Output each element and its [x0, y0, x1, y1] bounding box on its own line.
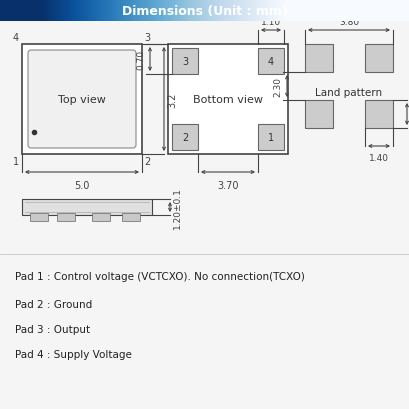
- Text: 1.20±0.1: 1.20±0.1: [173, 187, 182, 228]
- Text: 3.80: 3.80: [338, 18, 358, 27]
- Text: Land pattern: Land pattern: [315, 88, 382, 98]
- Bar: [122, 213, 139, 221]
- Text: Top view: Top view: [58, 95, 106, 105]
- Bar: [172, 49, 198, 75]
- Text: 4: 4: [13, 33, 19, 43]
- Bar: [172, 125, 198, 151]
- Bar: [30, 213, 48, 221]
- Text: Bottom view: Bottom view: [193, 95, 262, 105]
- Text: 0.70: 0.70: [136, 50, 145, 70]
- Text: 1.40: 1.40: [368, 154, 388, 163]
- Text: 4: 4: [267, 57, 273, 67]
- Text: Pad 4 : Supply Voltage: Pad 4 : Supply Voltage: [15, 349, 132, 359]
- Text: 3: 3: [144, 33, 150, 43]
- Bar: [304, 101, 332, 129]
- Text: 3.70: 3.70: [217, 180, 238, 191]
- Bar: [364, 101, 392, 129]
- Text: 1: 1: [267, 133, 273, 143]
- Bar: [168, 45, 287, 155]
- Bar: [364, 45, 392, 73]
- Bar: [257, 49, 283, 75]
- Bar: [57, 213, 75, 221]
- Text: 3.2: 3.2: [166, 92, 177, 108]
- Text: 3: 3: [182, 57, 188, 67]
- Text: Pad 2 : Ground: Pad 2 : Ground: [15, 299, 92, 309]
- Text: Dimensions (Unit : mm): Dimensions (Unit : mm): [122, 4, 287, 18]
- FancyBboxPatch shape: [28, 51, 136, 148]
- Text: 2.30: 2.30: [272, 77, 281, 97]
- Bar: [92, 213, 110, 221]
- Text: 2: 2: [144, 157, 150, 166]
- Text: Pad 3 : Output: Pad 3 : Output: [15, 324, 90, 334]
- Bar: [304, 45, 332, 73]
- Text: 2: 2: [182, 133, 188, 143]
- Bar: [22, 45, 142, 155]
- Text: 1.10: 1.10: [260, 18, 281, 27]
- Text: 1: 1: [13, 157, 19, 166]
- Bar: [22, 200, 152, 216]
- Text: 5.0: 5.0: [74, 180, 90, 191]
- Text: Pad 1 : Control voltage (VCTCXO). No connection(TCXO): Pad 1 : Control voltage (VCTCXO). No con…: [15, 271, 304, 281]
- Bar: [257, 125, 283, 151]
